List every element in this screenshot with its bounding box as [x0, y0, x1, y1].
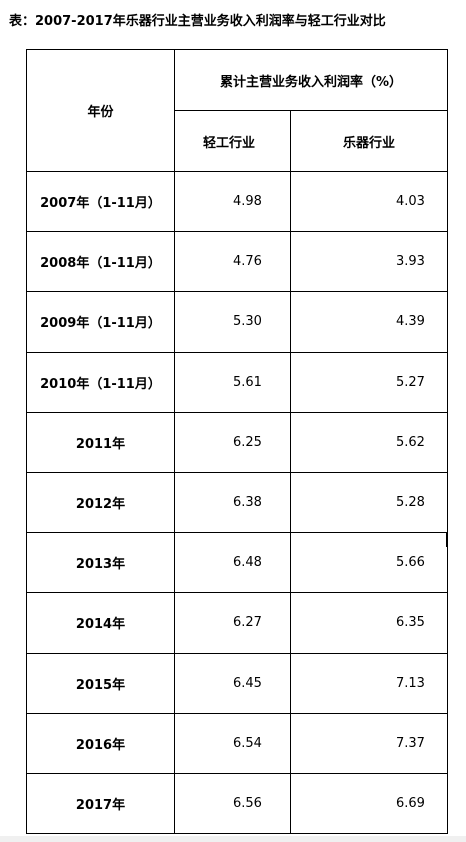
light-industry-value: 5.61: [174, 351, 291, 413]
table-row: 2008年（1-11月） 4.76 3.93: [26, 231, 448, 293]
header-row-top: 年份 累计主营业务收入利润率（%）: [26, 49, 448, 172]
header-instrument-industry: 乐器行业: [290, 110, 448, 172]
bottom-edge-bar: [0, 836, 466, 842]
year-cell: 2007年（1-11月）: [26, 170, 175, 233]
header-profit-rate: 累计主营业务收入利润率（%）: [174, 49, 448, 111]
table-row: 2013年 6.48 5.66: [26, 532, 448, 594]
light-industry-value: 4.76: [174, 231, 291, 293]
table-row: 2016年 6.54 7.37: [26, 712, 448, 774]
table-row: 2010年（1-11月） 5.61 5.27: [26, 351, 448, 413]
profit-rate-table: 年份 累计主营业务收入利润率（%） 轻工行业 乐器行业 2007年（1-11月）…: [26, 49, 448, 835]
table-row: 2009年（1-11月） 5.30 4.39: [26, 291, 448, 353]
table-row: 2012年 6.38 5.28: [26, 471, 448, 534]
instrument-industry-value: 5.28: [290, 471, 448, 534]
table-row: 2007年（1-11月） 4.98 4.03: [26, 170, 448, 233]
table-row: 2017年 6.56 6.69: [26, 772, 448, 835]
instrument-industry-value: 6.35: [290, 592, 448, 654]
year-cell: 2009年（1-11月）: [26, 291, 175, 353]
light-industry-value: 6.48: [174, 532, 291, 594]
header-year: 年份: [26, 49, 175, 172]
instrument-industry-value: 5.27: [290, 351, 448, 413]
text-cursor-mark: [446, 533, 448, 547]
year-cell: 2013年: [26, 532, 175, 594]
instrument-industry-value: 4.03: [290, 170, 448, 233]
instrument-industry-value: 7.13: [290, 652, 448, 714]
year-cell: 2008年（1-11月）: [26, 231, 175, 293]
instrument-industry-value: 5.62: [290, 411, 448, 473]
instrument-industry-value: 4.39: [290, 291, 448, 353]
header-row-sub: 轻工行业 乐器行业: [27, 110, 448, 172]
light-industry-value: 6.25: [174, 411, 291, 473]
light-industry-value: 6.45: [174, 652, 291, 714]
table-title: 表：2007-2017年乐器行业主营业务收入利润率与轻工行业对比: [9, 14, 386, 29]
year-cell: 2010年（1-11月）: [26, 351, 175, 413]
instrument-industry-value: 5.66: [290, 532, 448, 594]
light-industry-value: 4.98: [174, 170, 291, 233]
year-cell: 2012年: [26, 471, 175, 534]
light-industry-value: 6.27: [174, 592, 291, 654]
year-cell: 2015年: [26, 652, 175, 714]
light-industry-value: 6.54: [174, 712, 291, 774]
instrument-industry-value: 6.69: [290, 772, 448, 835]
header-light-industry: 轻工行业: [174, 110, 291, 172]
table-row: 2015年 6.45 7.13: [26, 652, 448, 714]
year-cell: 2014年: [26, 592, 175, 654]
year-cell: 2011年: [26, 411, 175, 473]
light-industry-value: 6.38: [174, 471, 291, 534]
table-row: 2014年 6.27 6.35: [26, 592, 448, 654]
instrument-industry-value: 7.37: [290, 712, 448, 774]
year-cell: 2017年: [26, 772, 175, 835]
table-row: 2011年 6.25 5.62: [26, 411, 448, 473]
year-cell: 2016年: [26, 712, 175, 774]
light-industry-value: 5.30: [174, 291, 291, 353]
instrument-industry-value: 3.93: [290, 231, 448, 293]
light-industry-value: 6.56: [174, 772, 291, 835]
